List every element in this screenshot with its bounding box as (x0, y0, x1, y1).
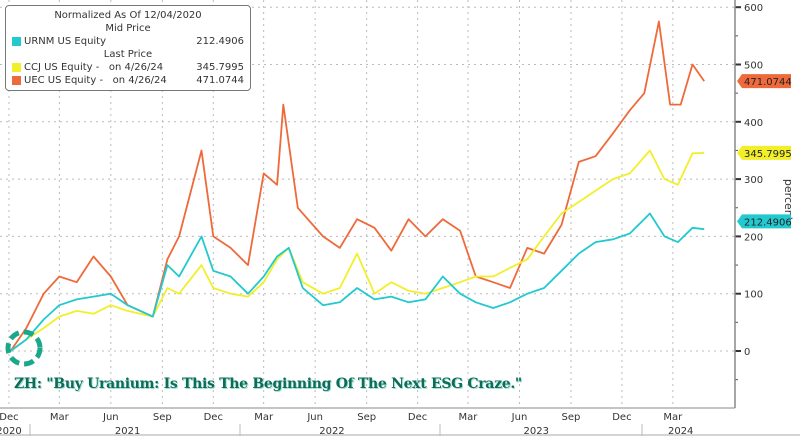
x-tick-label: Sep (153, 412, 172, 423)
last-value-tag-uec: 471.0744 (737, 74, 792, 89)
legend-value: 345.7995 (196, 62, 244, 73)
y-tick-label: 400 (744, 118, 763, 129)
y-tick-label: 300 (744, 175, 763, 186)
legend-value: 212.4906 (196, 36, 244, 47)
x-tick-label: Sep (562, 412, 581, 423)
y-tick-label: 200 (744, 232, 763, 243)
last-value-tag-bg (737, 145, 791, 160)
x-tick-label: Dec (612, 412, 631, 423)
legend-value: 471.0744 (196, 75, 244, 86)
x-year-label: 2021 (115, 426, 140, 436)
y-tick-label: 100 (744, 290, 763, 301)
last-value-tag-bg (737, 214, 791, 229)
last-value-tag-ccj: 345.7995 (737, 145, 792, 160)
legend-swatch (12, 63, 21, 72)
x-tick-label: Jun (306, 412, 323, 423)
last-value-label: 471.0744 (744, 77, 792, 88)
x-tick-label: Jun (511, 412, 528, 423)
x-tick-label: Mar (50, 412, 70, 423)
x-year-label: 2020 (0, 426, 22, 436)
x-tick-label: Mar (459, 412, 479, 423)
y-tick-label: 0 (744, 347, 750, 358)
x-tick-label: Dec (0, 412, 19, 423)
last-value-label: 212.4906 (744, 217, 792, 228)
legend-title: Normalized As Of 12/04/2020 (54, 10, 202, 21)
legend-swatch (12, 37, 21, 46)
series-line-urnm (10, 212, 705, 352)
legend-item-ccj: CCJ US Equity - on 4/26/24 345.7995 (12, 61, 244, 74)
legend-group-mid-price: Mid Price (105, 23, 151, 34)
y-tick-label: 500 (744, 61, 763, 72)
x-tick-label: Mar (254, 412, 274, 423)
series-line-ccj (10, 149, 705, 352)
legend-label: UEC US Equity - on 4/26/24 (24, 75, 167, 86)
last-value-tag-bg (737, 74, 791, 89)
logo-ring (5, 329, 43, 367)
x-tick-label: Jun (102, 412, 119, 423)
y-axis-label: percent (782, 179, 795, 222)
x-tick-label: Mar (663, 412, 683, 423)
last-value-tag-urnm: 212.4906 (737, 214, 792, 229)
last-value-label: 345.7995 (744, 149, 792, 160)
x-year-label: 2024 (668, 426, 693, 436)
x-tick-label: Sep (357, 412, 376, 423)
x-year-label: 2023 (524, 426, 549, 436)
legend-swatch (12, 76, 21, 85)
legend: Normalized As Of 12/04/2020 Mid Price UR… (5, 5, 251, 91)
legend-item-urnm: URNM US Equity 212.4906 (12, 35, 244, 48)
x-tick-label: Dec (408, 412, 427, 423)
legend-item-uec: UEC US Equity - on 4/26/24 471.0744 (12, 74, 244, 87)
annotation-caption: ZH: "Buy Uranium: Is This The Beginning … (14, 376, 522, 392)
x-tick-label: Dec (204, 412, 223, 423)
y-tick-label: 600 (744, 3, 763, 14)
x-year-label: 2022 (319, 426, 344, 436)
legend-label: URNM US Equity (24, 36, 107, 47)
zerohedge-logo-icon (5, 329, 43, 367)
legend-group-last-price: Last Price (103, 49, 153, 60)
legend-label: CCJ US Equity - on 4/26/24 (24, 62, 164, 73)
